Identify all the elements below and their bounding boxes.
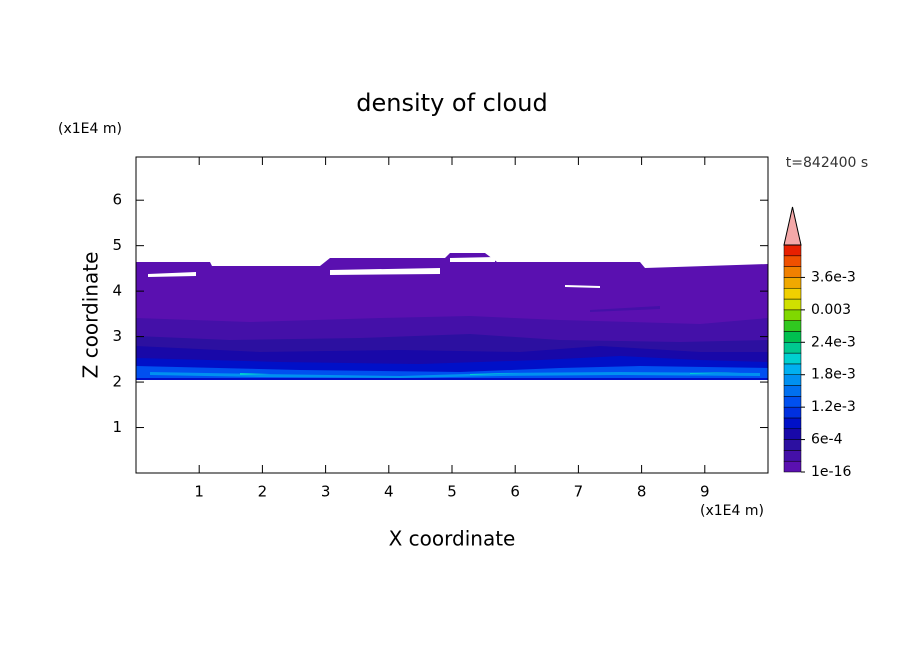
colorbar-extend [783, 206, 802, 246]
time-label: t=842400 s [786, 155, 868, 171]
y-unit: (x1E4 m) [58, 121, 122, 137]
x-tick-label: 9 [700, 483, 710, 501]
y-tick-label: 5 [112, 236, 122, 254]
contour-field [136, 253, 768, 380]
colorbar-tick-label: 0.003 [811, 302, 851, 318]
colorbar-tick-label: 2.4e-3 [811, 334, 856, 350]
colorbar-band [783, 385, 802, 397]
x-axis-label: X coordinate [389, 527, 516, 551]
y-tick-label: 2 [112, 373, 122, 391]
gap [330, 268, 440, 275]
colorbar-band [783, 374, 802, 386]
y-tick-label: 6 [112, 191, 122, 209]
gap [450, 257, 495, 262]
colorbar-band [783, 450, 802, 462]
contour-band [150, 372, 760, 378]
colorbar-band [783, 320, 802, 332]
colorbar-band [783, 439, 802, 451]
colorbar-tick-label: 1.2e-3 [811, 399, 856, 415]
x-tick-label: 5 [447, 483, 457, 501]
colorbar-tick-label: 6e-4 [811, 432, 843, 448]
x-tick-label: 8 [637, 483, 647, 501]
colorbar-band [783, 309, 802, 321]
colorbar-band [783, 255, 802, 267]
colorbar-tick-label: 3.6e-3 [811, 269, 856, 285]
colorbar-band [783, 428, 802, 440]
colorbar-band [783, 363, 802, 375]
colorbar-band [783, 287, 802, 300]
colorbar-tick-label: 1.8e-3 [811, 367, 856, 383]
colorbar-band [783, 266, 802, 278]
x-tick-label: 4 [384, 483, 394, 501]
colorbar-band [783, 396, 802, 408]
chart-title: density of cloud [356, 89, 547, 117]
colorbar-band [783, 406, 802, 419]
colorbar-tick-label: 1e-16 [811, 464, 851, 480]
gap [148, 272, 196, 277]
x-tick-label: 2 [258, 483, 268, 501]
x-tick-label: 3 [321, 483, 331, 501]
contour-band [590, 306, 660, 312]
y-tick-label: 4 [112, 282, 122, 300]
y-tick-label: 1 [112, 418, 122, 436]
x-unit: (x1E4 m) [700, 503, 764, 519]
x-tick-label: 6 [510, 483, 520, 501]
colorbar-band [783, 460, 802, 473]
colorbar-band [783, 298, 802, 311]
y-axis-label: Z coordinate [79, 252, 103, 379]
y-tick-label: 3 [112, 327, 122, 345]
x-tick-label: 1 [194, 483, 204, 501]
x-tick-label: 7 [574, 483, 584, 501]
colorbar-band [783, 342, 802, 354]
colorbar-band [783, 244, 802, 257]
gap [565, 285, 600, 288]
colorbar-band [783, 331, 802, 343]
colorbar-band [783, 352, 802, 365]
colorbar-band [783, 417, 802, 430]
colorbar-band [783, 277, 802, 289]
